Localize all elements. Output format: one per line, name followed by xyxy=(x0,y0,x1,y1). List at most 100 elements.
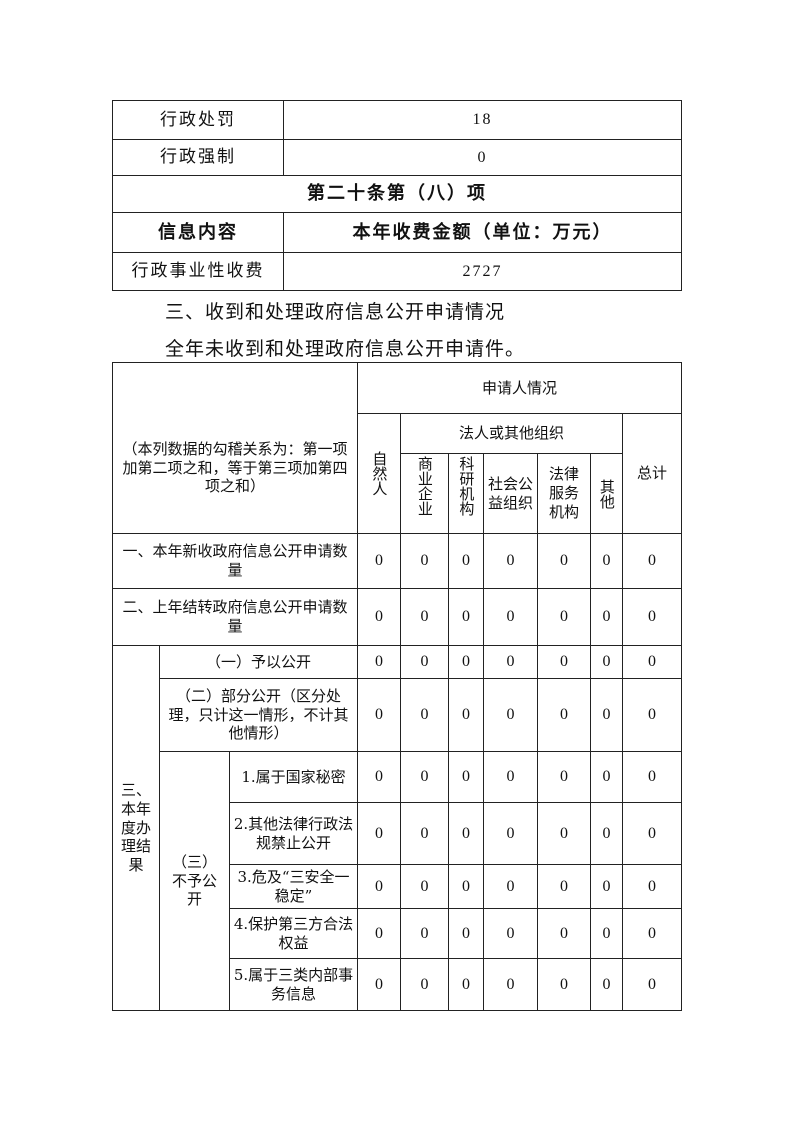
row-label: 2.其他法律行政法规禁止公开 xyxy=(228,802,359,865)
cell-value: 0 xyxy=(590,802,624,865)
cell-value: 0 xyxy=(483,533,539,589)
row-label: 5.属于三类内部事务信息 xyxy=(228,958,359,1011)
row-label: 行政事业性收费 xyxy=(112,252,284,291)
table-row: 行政强制 0 xyxy=(112,139,682,176)
not-open-group-label: （三）不予公开 xyxy=(159,751,230,1011)
row-label: 1.属于国家秘密 xyxy=(228,751,359,803)
org-column-header: 法律服务机构 xyxy=(537,453,592,534)
cell-value: 0 xyxy=(400,533,450,589)
table-header-row: 信息内容 本年收费金额（单位：万元） xyxy=(112,212,682,253)
cell-value: 0 xyxy=(357,802,402,865)
cell-value: 0 xyxy=(622,533,683,589)
cell-value: 0 xyxy=(590,751,624,803)
cell-value: 0 xyxy=(400,958,450,1011)
cell-value: 0 xyxy=(448,908,485,959)
cell-value: 0 xyxy=(483,588,539,646)
org-column-header: 其他 xyxy=(597,478,616,509)
cell-value: 0 xyxy=(622,864,683,909)
cell-value: 0 xyxy=(537,908,592,959)
cell-value: 0 xyxy=(357,958,402,1011)
row-label: 行政强制 xyxy=(112,139,284,176)
cell-value: 0 xyxy=(537,958,592,1011)
cell-value: 0 xyxy=(483,802,539,865)
cell-value: 0 xyxy=(448,958,485,1011)
cell-value: 0 xyxy=(590,645,624,679)
cell-value: 0 xyxy=(400,645,450,679)
corner-note: （本列数据的勾稽关系为：第一项加第二项之和，等于第三项加第四项之和） xyxy=(111,362,359,534)
applicant-header: 申请人情况 xyxy=(357,362,683,414)
cell-value: 0 xyxy=(622,908,683,959)
cell-value: 0 xyxy=(537,645,592,679)
cell-value: 0 xyxy=(590,588,624,646)
section-heading: 第二十条第（八）项 xyxy=(112,175,682,213)
org-column-header: 社会公益组织 xyxy=(483,453,539,534)
org-column-header: 商业企业 xyxy=(415,456,434,516)
cell-value: 0 xyxy=(357,533,402,589)
row-label: 4.保护第三方合法权益 xyxy=(228,908,359,959)
cell-value: 0 xyxy=(590,678,624,752)
row-label: 3.危及“三安全一稳定” xyxy=(228,864,359,909)
section-note: 全年未收到和处理政府信息公开申请件。 xyxy=(165,338,526,360)
cell-value: 0 xyxy=(537,533,592,589)
cell-value: 0 xyxy=(448,751,485,803)
cell-value: 0 xyxy=(537,588,592,646)
cell-value: 0 xyxy=(400,908,450,959)
cell-value: 0 xyxy=(483,678,539,752)
natural-person-header: 自然人 xyxy=(370,451,389,496)
legal-org-header: 法人或其他组织 xyxy=(400,413,624,454)
column-header: 信息内容 xyxy=(112,212,284,253)
cell-value: 0 xyxy=(590,864,624,909)
column-header: 本年收费金额（单位：万元） xyxy=(283,212,682,253)
cell-value: 0 xyxy=(357,908,402,959)
cell-value: 0 xyxy=(357,751,402,803)
cell-value: 0 xyxy=(357,864,402,909)
cell-value: 0 xyxy=(622,958,683,1011)
cell-value: 0 xyxy=(537,802,592,865)
row-value: 0 xyxy=(283,139,682,176)
cell-value: 0 xyxy=(400,678,450,752)
row-label: 行政处罚 xyxy=(112,100,284,140)
cell-value: 0 xyxy=(483,864,539,909)
cell-value: 0 xyxy=(537,864,592,909)
cell-value: 0 xyxy=(622,645,683,679)
cell-value: 0 xyxy=(483,645,539,679)
row-value: 2727 xyxy=(283,252,682,291)
fee-table: 行政处罚 18 行政强制 0 第二十条第（八）项 信息内容 本年收费金额（单位：万元）… xyxy=(112,100,682,291)
cell-value: 0 xyxy=(622,751,683,803)
row-label: （二）部分公开（区分处理，只计这一情形，不计其他情形） xyxy=(158,678,359,752)
cell-value: 0 xyxy=(622,802,683,865)
cell-value: 0 xyxy=(400,864,450,909)
cell-value: 0 xyxy=(448,588,485,646)
cell-value: 0 xyxy=(448,864,485,909)
cell-value: 0 xyxy=(400,802,450,865)
cell-value: 0 xyxy=(357,588,402,646)
cell-value: 0 xyxy=(400,751,450,803)
application-table: （本列数据的勾稽关系为：第一项加第二项之和，等于第三项加第四项之和） 申请人情况… xyxy=(111,362,683,1011)
cell-value: 0 xyxy=(537,678,592,752)
cell-value: 0 xyxy=(622,588,683,646)
cell-value: 0 xyxy=(448,678,485,752)
cell-value: 0 xyxy=(483,958,539,1011)
cell-value: 0 xyxy=(537,751,592,803)
cell-value: 0 xyxy=(357,645,402,679)
cell-value: 0 xyxy=(357,678,402,752)
cell-value: 0 xyxy=(590,533,624,589)
section-title: 三、收到和处理政府信息公开申请情况 xyxy=(165,301,506,323)
total-header: 总计 xyxy=(622,413,683,534)
cell-value: 0 xyxy=(590,958,624,1011)
org-column-header: 科研机构 xyxy=(457,456,476,516)
table-row: 行政事业性收费 2727 xyxy=(112,252,682,291)
cell-value: 0 xyxy=(448,533,485,589)
cell-value: 0 xyxy=(590,908,624,959)
row-value: 18 xyxy=(283,100,682,140)
cell-value: 0 xyxy=(448,802,485,865)
